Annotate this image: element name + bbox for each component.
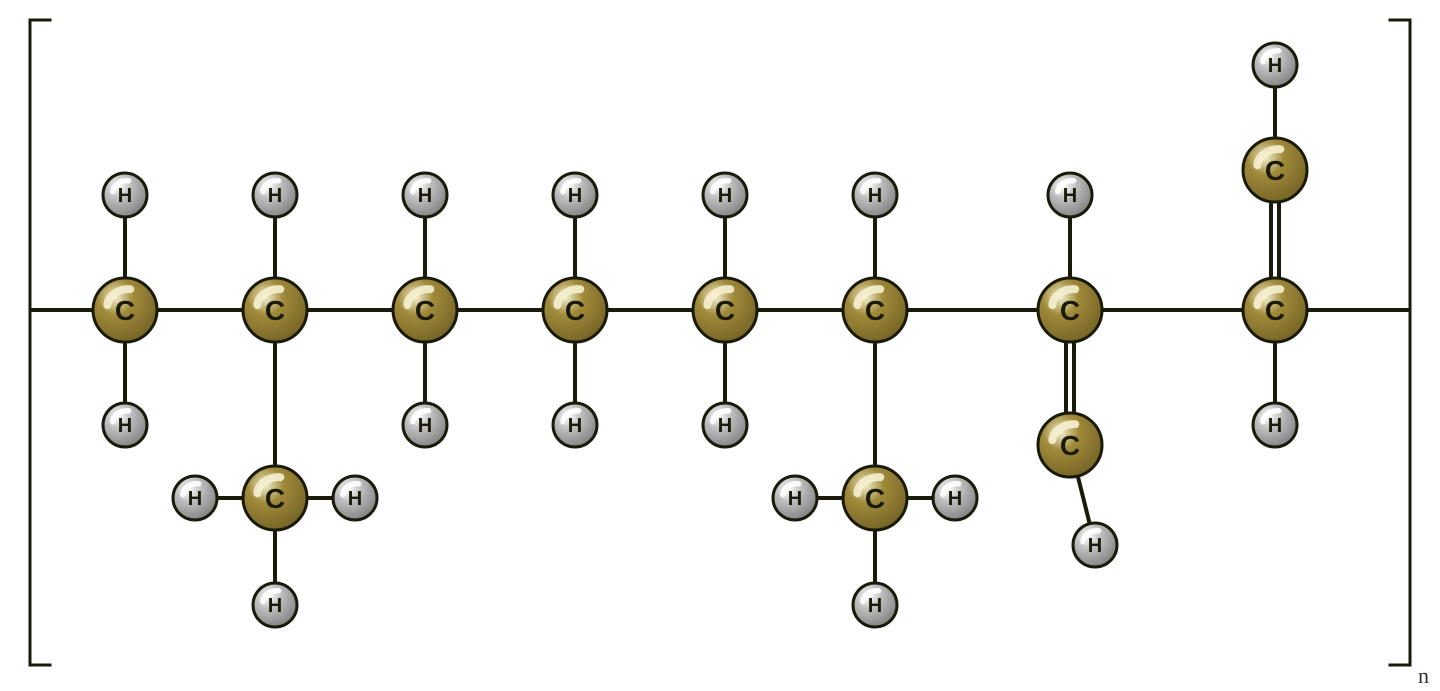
atom-label: H — [418, 185, 432, 207]
atom-label: H — [118, 415, 132, 437]
atom-label: H — [568, 415, 582, 437]
atom-label: H — [1063, 185, 1077, 207]
atom-label: H — [268, 185, 282, 207]
atom-label: C — [1060, 295, 1080, 326]
atom-h: H — [553, 403, 597, 447]
atom-label: H — [188, 488, 202, 510]
atom-c: C — [843, 466, 907, 530]
atom-h: H — [253, 173, 297, 217]
atom-label: H — [348, 488, 362, 510]
atom-h: H — [703, 403, 747, 447]
atom-c: C — [93, 278, 157, 342]
atom-label: C — [1265, 295, 1285, 326]
atom-h: H — [103, 173, 147, 217]
atom-h: H — [553, 173, 597, 217]
atom-label: H — [868, 185, 882, 207]
atom-c: C — [393, 278, 457, 342]
atom-label: C — [865, 483, 885, 514]
molecule-diagram: C C C C C C C C C C C C H H H H H H H H H H H H H H H H H H H Hn — [0, 0, 1440, 691]
atom-label: C — [865, 295, 885, 326]
atom-label: C — [715, 295, 735, 326]
atom-c: C — [243, 466, 307, 530]
atom-label: C — [115, 295, 135, 326]
atom-label: H — [1088, 535, 1102, 557]
atom-h: H — [103, 403, 147, 447]
atom-h: H — [403, 403, 447, 447]
atom-label: C — [1265, 155, 1285, 186]
atom-label: H — [718, 185, 732, 207]
atom-label: H — [1268, 415, 1282, 437]
atom-c: C — [1243, 278, 1307, 342]
atom-h: H — [853, 583, 897, 627]
atom-h: H — [333, 476, 377, 520]
atom-label: H — [268, 595, 282, 617]
bracket-layer: n — [30, 20, 1429, 688]
atom-c: C — [543, 278, 607, 342]
atom-label: H — [788, 488, 802, 510]
atom-label: C — [265, 483, 285, 514]
atom-label: H — [568, 185, 582, 207]
atom-h: H — [853, 173, 897, 217]
bracket-subscript: n — [1418, 663, 1429, 688]
atom-h: H — [933, 476, 977, 520]
atom-h: H — [253, 583, 297, 627]
atom-h: H — [773, 476, 817, 520]
atom-h: H — [403, 173, 447, 217]
atom-label: C — [565, 295, 585, 326]
atom-label: C — [1060, 430, 1080, 461]
right-bracket — [1390, 20, 1410, 665]
atom-label: C — [415, 295, 435, 326]
atom-c: C — [693, 278, 757, 342]
left-bracket — [30, 20, 50, 665]
atom-h: H — [1073, 523, 1117, 567]
atom-h: H — [703, 173, 747, 217]
atom-label: H — [868, 595, 882, 617]
atom-h: H — [173, 476, 217, 520]
atom-label: H — [948, 488, 962, 510]
atom-h: H — [1048, 173, 1092, 217]
atom-c: C — [1038, 413, 1102, 477]
atom-label: H — [118, 185, 132, 207]
atom-c: C — [1038, 278, 1102, 342]
atom-c: C — [243, 278, 307, 342]
atom-label: H — [1268, 55, 1282, 77]
atom-label: H — [718, 415, 732, 437]
atom-c: C — [843, 278, 907, 342]
atom-h: H — [1253, 43, 1297, 87]
atom-label: H — [418, 415, 432, 437]
atom-h: H — [1253, 403, 1297, 447]
atom-c: C — [1243, 138, 1307, 202]
atom-label: C — [265, 295, 285, 326]
